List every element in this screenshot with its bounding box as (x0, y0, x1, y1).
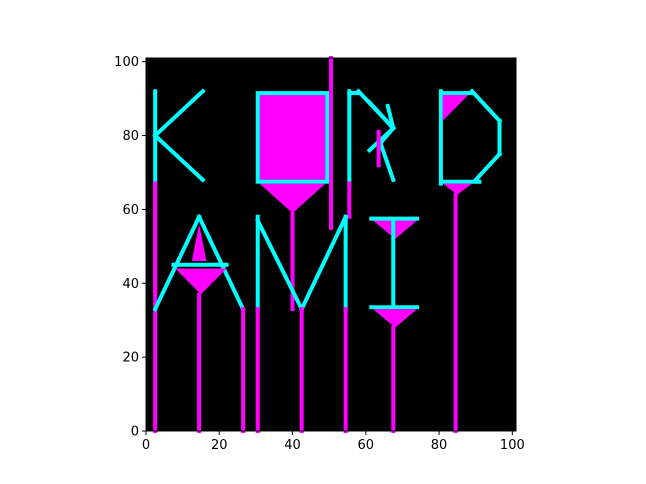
y-tick-label: 0 (131, 425, 139, 440)
y-tick-label: 100 (114, 55, 139, 70)
x-tick-label: 100 (500, 438, 525, 453)
mark-r-x-3 (385, 103, 396, 131)
mark-box-fill (259, 94, 326, 180)
mark-k-arm-upper (152, 88, 206, 139)
mark-box-outline (255, 91, 330, 184)
mark-d-fill (442, 94, 469, 121)
x-tick-label: 60 (358, 438, 375, 453)
y-tick-label: 20 (122, 351, 139, 366)
mark-m-diag-2 (299, 214, 349, 312)
mark-box-funnel (259, 183, 326, 214)
mark-r-x-1 (366, 99, 397, 131)
mark-d-curve-bottom (472, 151, 503, 183)
y-tick-label: 80 (122, 129, 139, 144)
mark-m-diag-1 (255, 217, 305, 312)
mark-a-funnel (175, 268, 227, 295)
x-tick-label: 20 (211, 438, 228, 453)
mark-d-funnel (442, 183, 473, 195)
plot-frame (145, 57, 517, 432)
x-axis: 0 20 40 60 80 100 (142, 431, 525, 453)
mark-k-arm-lower (152, 132, 206, 183)
mark-r-leg (377, 140, 396, 183)
y-tick-label: 60 (122, 203, 139, 218)
x-tick-label: 0 (142, 438, 150, 453)
y-axis: 0 20 40 60 80 100 (114, 55, 146, 440)
mark-a-inner (191, 224, 207, 262)
x-tick-label: 40 (284, 438, 301, 453)
mark-i-bottom-funnel (373, 309, 418, 328)
y-tick-label: 40 (122, 277, 139, 292)
x-tick-label: 80 (431, 438, 448, 453)
mark-r-x-2 (366, 125, 397, 154)
mark-d-curve-top (469, 88, 503, 124)
chart-marks (152, 56, 503, 433)
